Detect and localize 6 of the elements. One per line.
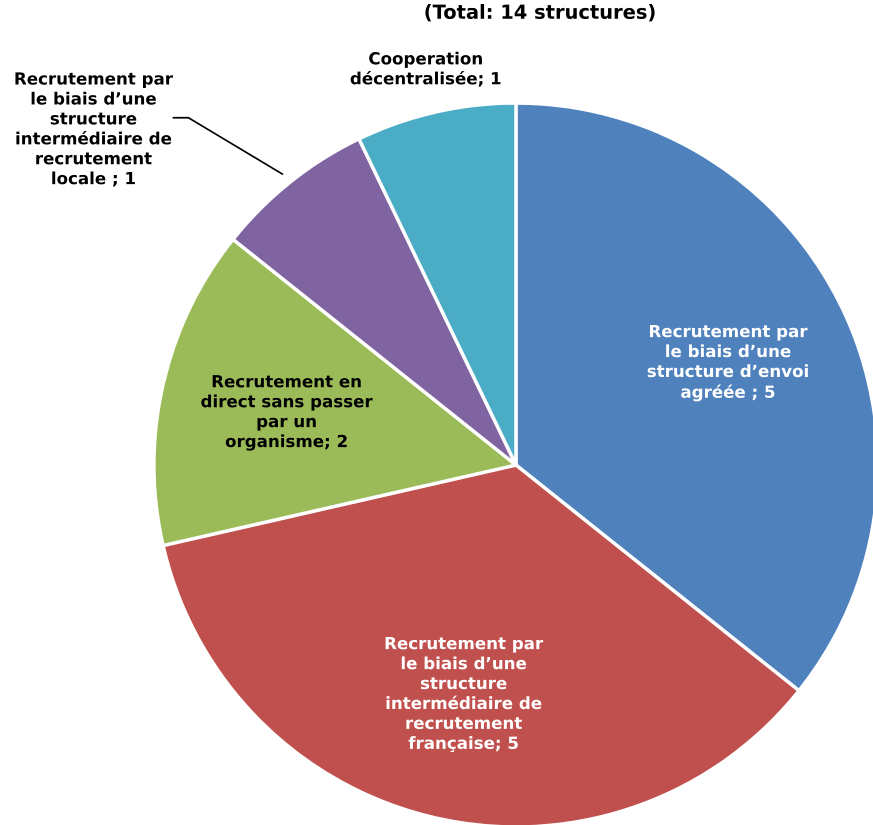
slice-label: Recrutement en direct sans passer par un organisme; 2 <box>201 375 373 451</box>
slice-label: Recrutement par le biais d’une structure d’envoi agréée ; 5 <box>648 324 808 402</box>
slice-label: Recrutement par le biais d’une structure intermédiaire de recrutement française; 5 <box>386 637 544 752</box>
chart-title: (Total: 14 structures) <box>425 4 655 22</box>
slice-label: Cooperation décentralisée; 1 <box>350 52 500 87</box>
slice-label: Recrutement par le biais d’une structure intermédiaire de recrutement locale ; 1 <box>15 72 173 187</box>
